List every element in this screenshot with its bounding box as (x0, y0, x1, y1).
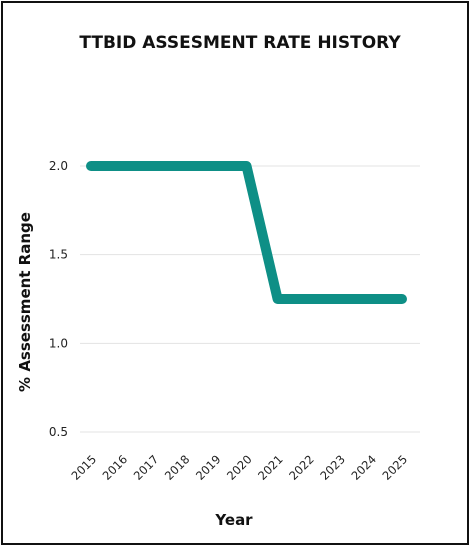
series-group (86, 161, 407, 304)
x-tick-label: 2017 (131, 452, 162, 483)
y-axis-label: % Assessment Range (16, 212, 34, 392)
chart-title: TTBID ASSESMENT RATE HISTORY (79, 33, 401, 53)
x-tick-label: 2024 (348, 452, 379, 483)
x-tick-label: 2025 (380, 452, 411, 483)
x-tick-label: 2015 (69, 452, 100, 483)
x-axis-label: Year (214, 511, 253, 529)
x-tick-label: 2016 (100, 452, 131, 483)
x-axis-ticks: 2015 2016 2017 2018 2019 2020 2021 2022 2023 2024… (69, 452, 411, 483)
x-tick-label: 2021 (255, 452, 286, 483)
x-tick-label: 2019 (193, 452, 224, 483)
y-tick-label: 1.5 (49, 248, 68, 262)
y-axis-ticks: 0.5 1.0 1.5 2.0 (49, 159, 68, 439)
chart-frame (1, 1, 469, 545)
x-tick-label: 2020 (224, 452, 255, 483)
series-line (86, 161, 407, 304)
x-tick-label: 2018 (162, 452, 193, 483)
y-tick-label: 2.0 (49, 159, 68, 173)
y-tick-label: 1.0 (49, 336, 68, 350)
y-tick-label: 0.5 (49, 425, 68, 439)
x-tick-label: 2022 (286, 452, 317, 483)
x-tick-label: 2023 (317, 452, 348, 483)
